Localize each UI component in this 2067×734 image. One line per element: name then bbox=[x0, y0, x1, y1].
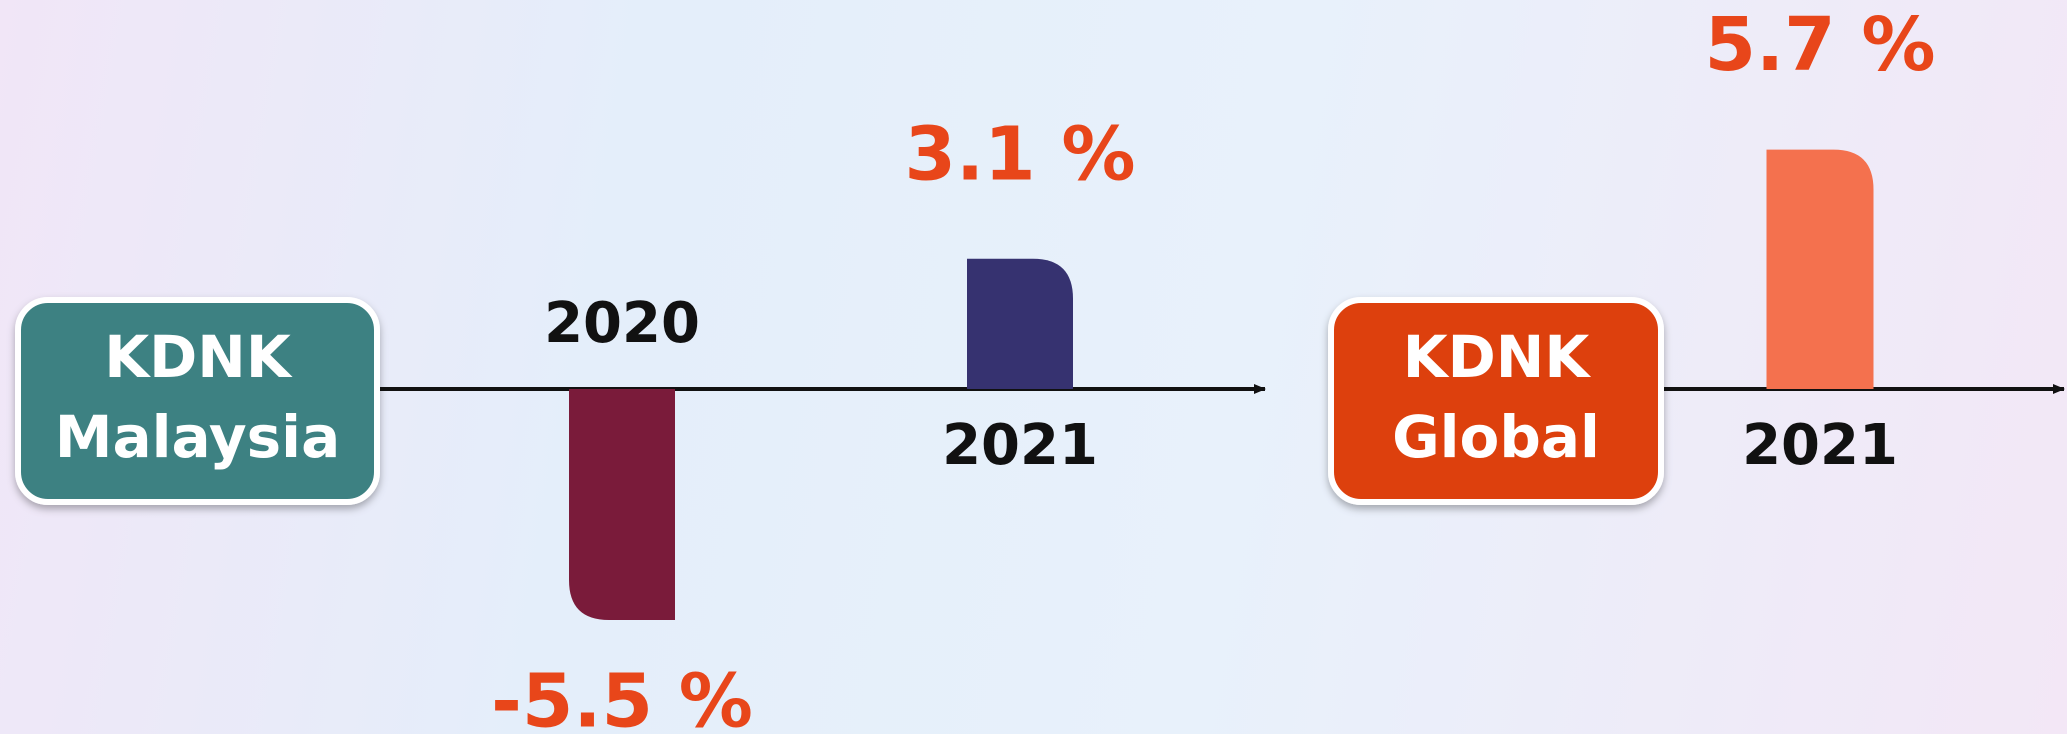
bar bbox=[569, 389, 675, 620]
box-label: KDNK bbox=[104, 323, 293, 391]
box-label: Malaysia bbox=[55, 403, 340, 471]
label-box bbox=[1328, 297, 1664, 505]
bar bbox=[967, 258, 1073, 389]
box-label: KDNK bbox=[1403, 323, 1592, 391]
value-label: -5.5 % bbox=[491, 659, 753, 734]
year-label: 2020 bbox=[544, 291, 700, 356]
value-label: 3.1 % bbox=[905, 111, 1136, 197]
year-label: 2021 bbox=[942, 413, 1098, 478]
box-label: Global bbox=[1392, 403, 1600, 471]
value-label: 5.7 % bbox=[1705, 2, 1936, 88]
label-box bbox=[15, 297, 380, 505]
year-label: 2021 bbox=[1742, 413, 1898, 478]
bar bbox=[1766, 149, 1874, 389]
